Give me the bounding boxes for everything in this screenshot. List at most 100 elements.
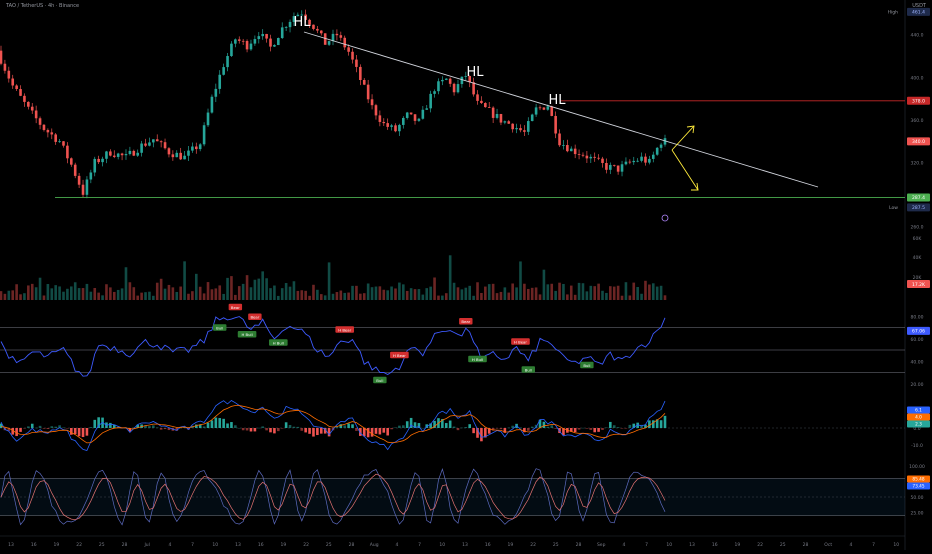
price-candle — [597, 157, 600, 159]
time-tick-label: Aug — [370, 542, 379, 548]
price-candle — [269, 38, 272, 47]
macd-histogram-bar — [42, 428, 46, 429]
price-candle — [214, 88, 218, 97]
price-candle — [425, 108, 429, 110]
price-candle — [601, 158, 604, 163]
time-tick-label: 10 — [439, 542, 445, 548]
price-candle — [511, 123, 514, 130]
current-price-value: 340.0 — [912, 139, 925, 145]
price-candle — [417, 118, 421, 121]
macd-histogram-bar — [339, 424, 343, 428]
rsi-bear-signal — [511, 338, 530, 345]
volume-bar — [441, 295, 444, 300]
price-candle — [335, 33, 339, 36]
price-candle — [237, 39, 241, 41]
volume-bar — [214, 288, 218, 300]
price-candle — [503, 121, 507, 123]
price-candle — [355, 59, 358, 67]
volume-bar — [191, 291, 194, 300]
volume-bar — [77, 288, 81, 300]
price-candle — [175, 152, 179, 158]
price-candle — [124, 154, 128, 156]
volume-bar — [538, 294, 542, 300]
macd-histogram-bar — [312, 428, 315, 437]
macd-histogram-bar — [452, 426, 456, 428]
event-marker — [661, 214, 669, 222]
volume-bar — [495, 293, 499, 300]
macd-histogram-bar — [499, 428, 503, 430]
volume-bar — [234, 294, 237, 300]
price-candle — [526, 121, 530, 132]
time-tick-label: Sep — [597, 542, 606, 548]
macd-histogram-bar — [280, 428, 284, 429]
price-candle — [659, 144, 663, 148]
currency-label[interactable]: USDT — [912, 3, 926, 9]
volume-bar — [444, 293, 448, 300]
macd-histogram-bar — [230, 422, 233, 428]
macd-histogram-bar — [581, 427, 585, 429]
volume-value-badge — [907, 280, 930, 288]
volume-bar — [355, 285, 358, 300]
price-candle — [499, 114, 503, 123]
volume-bar — [7, 290, 11, 300]
macd-histogram-bar — [144, 425, 147, 428]
time-tick-label: 4 — [849, 542, 852, 548]
volume-bar — [175, 291, 179, 300]
volume-bar — [663, 295, 667, 300]
time-tick-label: 7 — [418, 542, 421, 548]
projection-down-arrowhead — [691, 182, 699, 191]
macd-histogram-bar — [93, 419, 97, 428]
price-candle — [210, 96, 214, 113]
volume-bar — [136, 295, 140, 300]
volume-bar — [562, 283, 565, 300]
price-candle — [218, 74, 222, 89]
macd-histogram-bar — [206, 422, 210, 428]
price-candle — [241, 40, 245, 42]
time-tick-label: 22 — [76, 542, 82, 548]
macd-histogram-bar — [241, 428, 245, 431]
annotation-hl: HL — [466, 65, 484, 80]
macd-value-badge — [907, 413, 930, 421]
rsi-signal-label: Bull — [376, 378, 383, 383]
annotation-hl: HL — [293, 15, 311, 30]
macd-histogram-bar — [374, 428, 378, 434]
macd-histogram-bar — [226, 423, 229, 428]
price-candle — [433, 91, 436, 94]
volume-bar — [480, 292, 483, 300]
volume-bar — [11, 290, 15, 300]
macd-histogram-bar — [546, 426, 550, 428]
price-candle — [155, 139, 159, 142]
macd-histogram-bar — [507, 427, 511, 429]
macd-histogram-bar — [265, 428, 268, 431]
macd-histogram-bar — [655, 419, 659, 428]
price-candle — [378, 115, 382, 122]
volume-bar — [194, 273, 198, 300]
price-candle — [351, 51, 354, 60]
macd-histogram-bar — [277, 428, 280, 432]
volume-bar — [163, 288, 167, 300]
macd-histogram-bar — [136, 424, 140, 428]
volume-bar — [132, 287, 136, 300]
time-tick-label: 10 — [212, 542, 218, 548]
price-candle — [11, 78, 15, 86]
rsi-tick-label: 80.00 — [911, 314, 924, 320]
macd-histogram-bar — [487, 428, 491, 434]
time-tick-label: 7 — [645, 542, 648, 548]
macd-histogram-bar — [651, 420, 655, 428]
macd-histogram-bar — [359, 428, 362, 436]
resistance-price-value: 378.0 — [912, 99, 925, 105]
price-candle — [648, 158, 651, 163]
time-tick-label: 13 — [462, 542, 468, 548]
volume-bar — [253, 279, 257, 300]
price-candle — [206, 112, 210, 126]
macd-histogram-bar — [569, 428, 573, 432]
price-candle — [448, 78, 452, 84]
time-tick-label: 22 — [757, 542, 763, 548]
price-candle — [300, 14, 304, 16]
price-candle — [452, 83, 456, 93]
macd-histogram-bar — [550, 425, 554, 428]
low-price-value: 287.5 — [912, 205, 925, 211]
volume-bar — [366, 283, 370, 300]
